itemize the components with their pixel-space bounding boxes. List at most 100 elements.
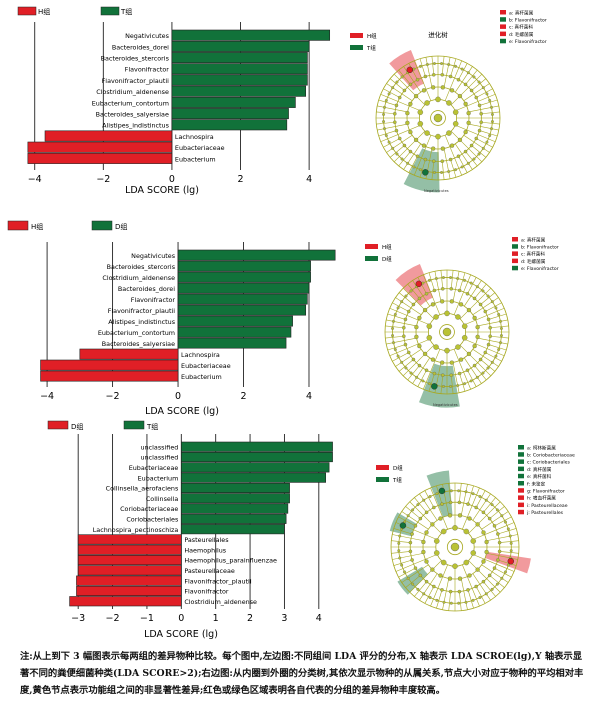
tree-node [392, 341, 395, 345]
tree-node [403, 570, 406, 574]
tree-branch [460, 484, 468, 516]
tree-branch [479, 99, 498, 106]
tree-node [472, 296, 477, 301]
tree-node [447, 513, 453, 518]
tree-node [417, 296, 422, 301]
tree-branch [440, 270, 444, 289]
bar [181, 451, 333, 463]
tree-branch [460, 578, 468, 610]
bar [177, 260, 311, 272]
tree-node [490, 105, 493, 109]
tree-node [495, 508, 499, 512]
tree-branch [459, 591, 462, 611]
tree-branch [434, 271, 442, 302]
tree-node [499, 319, 502, 323]
tree-node [422, 307, 428, 313]
category-label: Pasteurellales [184, 536, 229, 544]
legend-swatch-t [123, 420, 145, 430]
tree-node [408, 540, 413, 545]
tree-node [490, 112, 494, 116]
tree-branch [471, 78, 487, 91]
tree-branch [417, 277, 427, 294]
bar [177, 249, 336, 261]
tree-branch [430, 487, 448, 530]
tree-node [398, 556, 402, 560]
bar [181, 462, 330, 473]
category-label: Lachnospira [181, 351, 220, 359]
tree-node [465, 368, 470, 373]
tree-node [490, 503, 494, 507]
tree-node [475, 285, 479, 289]
tree-branch [401, 511, 429, 530]
tree-node [488, 325, 492, 330]
tree-key-label: e: Flavonifractor [521, 266, 559, 272]
category-label: Negativicutes [125, 32, 170, 40]
tree-key-swatch [512, 237, 518, 242]
tree-node [421, 379, 425, 383]
tree-key-swatch [500, 10, 506, 15]
tree-branch [376, 121, 395, 125]
tree-node [449, 373, 454, 377]
clade-annotation: Negativicutes [433, 403, 458, 407]
tree-node [470, 538, 477, 544]
tree-key-swatch [518, 488, 524, 493]
tree-node [499, 326, 503, 330]
tree-node [442, 600, 446, 604]
tree-node [382, 120, 386, 124]
tree-node [412, 165, 416, 169]
tree-node [447, 576, 453, 581]
tree-node [410, 532, 414, 536]
tree-node [490, 587, 494, 591]
tree-node [506, 527, 510, 531]
bar [27, 141, 173, 153]
tree-key-label: g: Flavonifractor [527, 489, 565, 495]
tree-branch [389, 307, 430, 326]
tree-branch [393, 559, 413, 566]
legend-label: H组 [38, 7, 50, 16]
tree-node [411, 582, 415, 586]
tree-key-swatch [512, 265, 518, 271]
tree-node [452, 563, 458, 569]
tree-node [426, 323, 433, 330]
tree-branch [463, 280, 482, 307]
tree-node [452, 525, 458, 531]
tree-branch [419, 159, 426, 178]
legend-label: D组 [115, 222, 127, 231]
tree-node [466, 588, 470, 592]
tree-node [485, 140, 489, 144]
bar [27, 152, 173, 164]
tree-branch [402, 287, 435, 320]
chart-xlabel: LDA SCORE (lg) [144, 629, 218, 640]
tree-branch [407, 283, 420, 299]
tree-node [394, 103, 399, 108]
tree-node [422, 498, 426, 502]
tree-branch [450, 375, 454, 394]
tree-branch [385, 335, 404, 339]
x-tick-label: 4 [316, 613, 322, 624]
bar [177, 282, 310, 294]
bar [77, 565, 182, 576]
x-tick-label: 1 [213, 613, 219, 624]
tree-node [481, 146, 485, 150]
bar [171, 85, 306, 97]
x-tick-label: 0 [169, 174, 175, 185]
tree-node [490, 300, 494, 304]
tree-node [461, 323, 468, 330]
tree-node [475, 325, 480, 330]
tree-node [428, 382, 431, 386]
tree-branch [486, 552, 518, 560]
tree-node [456, 384, 460, 387]
tree-branch [472, 493, 491, 521]
tree-branch [392, 302, 409, 312]
tree-node [486, 366, 490, 370]
tree-node [424, 559, 429, 564]
tree-node [417, 120, 424, 127]
clade-annotation: Negativicutes [424, 189, 449, 193]
bar [171, 96, 296, 108]
x-tick-label: −2 [106, 391, 120, 402]
tree-key-swatch [518, 473, 524, 479]
tree-node [494, 306, 498, 310]
tree-branch [436, 485, 443, 505]
tree-branch [465, 151, 478, 167]
tree-node [403, 317, 408, 322]
